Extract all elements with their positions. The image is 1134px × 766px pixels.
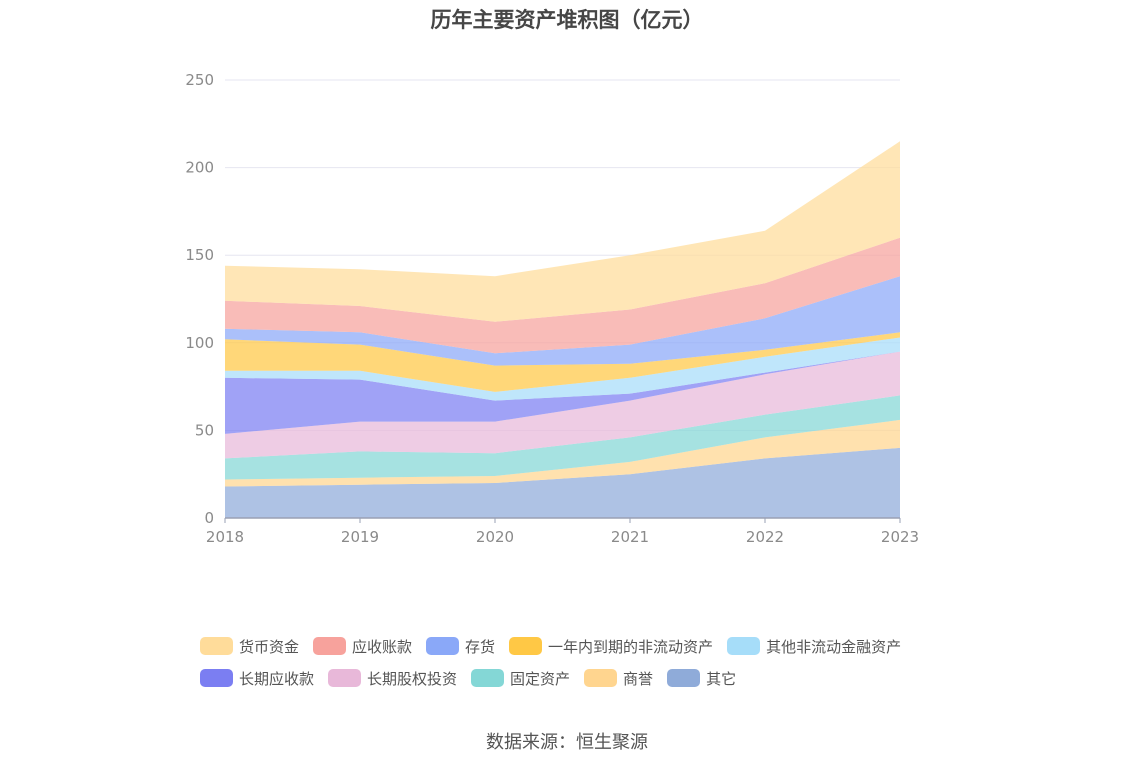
legend-swatch — [667, 669, 701, 687]
y-tick-label: 0 — [204, 509, 214, 527]
legend-swatch — [471, 669, 505, 687]
legend-item[interactable]: 长期股权投资 — [328, 668, 457, 689]
area-series-其他非流动金融资产[interactable] — [225, 337, 900, 401]
legend-row-2: 长期应收款 长期股权投资 固定资产 商誉 其它 — [200, 662, 960, 694]
legend-item[interactable]: 其他非流动金融资产 — [727, 636, 901, 657]
x-tick-label: 2020 — [476, 528, 514, 546]
x-tick-label: 2021 — [611, 528, 649, 546]
legend-label: 长期应收款 — [239, 669, 315, 688]
legend-label: 固定资产 — [510, 669, 571, 688]
legend-swatch — [328, 669, 362, 687]
legend-item[interactable]: 长期应收款 — [200, 668, 314, 689]
area-series-一年内到期的非流动资产[interactable] — [225, 332, 900, 392]
area-series-存货[interactable] — [225, 276, 900, 366]
legend-swatch — [313, 637, 347, 655]
area-series-其它[interactable] — [225, 447, 900, 518]
legend-label: 商誉 — [623, 669, 654, 688]
x-tick-label: 2019 — [341, 528, 379, 546]
legend-swatch — [426, 637, 460, 655]
legend-row-1: 货币资金 应收账款 存货 一年内到期的非流动资产 其他非流动金融资产 — [200, 630, 960, 662]
stacked-area-chart: 0 50 100 150 200 250 2018 2019 2020 2021 2022 2023 — [185, 71, 919, 546]
legend-item[interactable]: 货币资金 — [200, 636, 299, 657]
legend-swatch — [509, 637, 543, 655]
axes: 0 50 100 150 200 250 2018 2019 2020 2021 2022 2023 — [185, 71, 919, 546]
x-tick-label: 2023 — [881, 528, 919, 546]
legend-label: 货币资金 — [239, 637, 300, 656]
legend-item[interactable]: 商誉 — [584, 668, 653, 689]
legend-label: 存货 — [465, 637, 496, 656]
legend-label: 其他非流动金融资产 — [766, 637, 902, 656]
y-tick-label: 250 — [185, 71, 214, 89]
area-series-固定资产[interactable] — [225, 395, 900, 480]
legend-item[interactable]: 其它 — [667, 668, 736, 689]
area-series-长期应收款[interactable] — [225, 351, 900, 434]
y-tick-label: 50 — [195, 421, 214, 439]
legend-swatch — [727, 637, 761, 655]
data-source: 数据来源：恒生聚源 — [486, 732, 648, 753]
x-tick-label: 2022 — [746, 528, 784, 546]
legend-label: 应收账款 — [352, 637, 413, 656]
legend-item[interactable]: 固定资产 — [471, 668, 570, 689]
chart-title: 历年主要资产堆积图（亿元） — [430, 8, 704, 32]
legend: 货币资金 应收账款 存货 一年内到期的非流动资产 其他非流动金融资产 长期应收款… — [200, 630, 960, 694]
x-tick-label: 2018 — [206, 528, 244, 546]
y-tick-label: 150 — [185, 246, 214, 264]
y-tick-label: 200 — [185, 159, 214, 177]
area-series — [225, 141, 900, 518]
area-series-应收账款[interactable] — [225, 237, 900, 354]
y-tick-label: 100 — [185, 334, 214, 352]
legend-label: 其它 — [706, 669, 737, 688]
area-series-商誉[interactable] — [225, 419, 900, 487]
legend-swatch — [584, 669, 618, 687]
legend-swatch — [200, 637, 233, 655]
legend-label: 一年内到期的非流动资产 — [548, 637, 714, 656]
area-series-长期股权投资[interactable] — [225, 351, 900, 459]
legend-item[interactable]: 一年内到期的非流动资产 — [509, 636, 713, 657]
legend-item[interactable]: 存货 — [426, 636, 495, 657]
legend-swatch — [200, 669, 233, 687]
legend-item[interactable]: 应收账款 — [313, 636, 412, 657]
legend-label: 长期股权投资 — [367, 669, 458, 688]
area-series-货币资金[interactable] — [225, 141, 900, 322]
